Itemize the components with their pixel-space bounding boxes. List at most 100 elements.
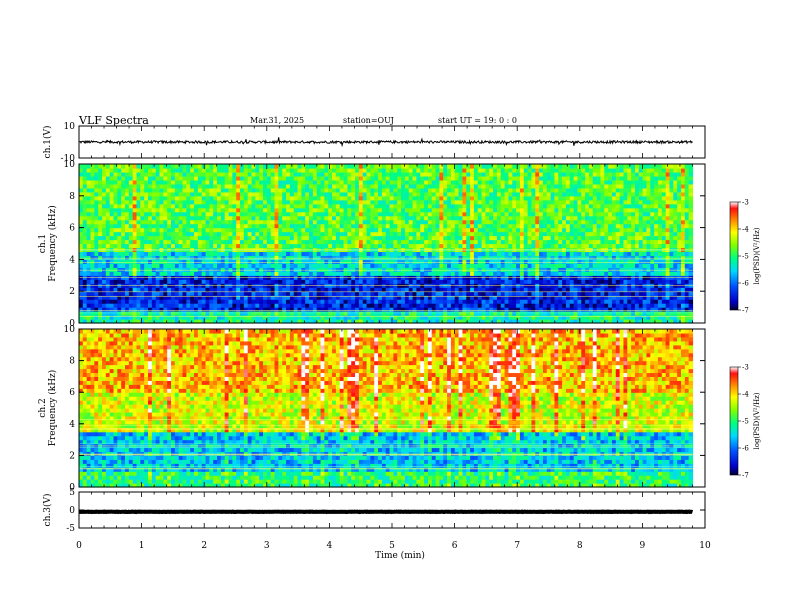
ch1-spectrogram-cell [205,271,210,276]
ch1-spectrogram-cell [94,207,99,213]
ch1-spectrogram-cell [167,191,172,197]
ch1-spectrogram-cell [159,255,164,261]
ch1-spectrogram-cell [224,295,230,300]
ch1-spectrogram-cell [232,291,237,296]
ch1-spectrogram-cell [508,271,513,276]
ch1-spectrogram-cell [358,199,364,205]
ch1-spectrogram-cell [286,199,291,205]
ch1-spectrogram-cell [293,319,299,324]
ch1-spectrogram-cell [527,259,533,264]
ch1-spectrogram-cell [512,243,517,249]
ch1-spectrogram-cell [412,263,418,268]
ch1-spectrogram-cell [523,291,529,296]
ch1-spectrogram-cell [148,259,153,264]
ch1-spectrogram-cell [320,263,325,268]
ch1-spectrogram-cell [121,231,126,237]
ch1-spectrogram-cell [458,299,464,304]
ch1-spectrogram-cell [431,179,437,185]
ch1-spectrogram-cell [243,295,249,300]
ch1-spectrogram-cell [397,287,402,292]
ch1-spectrogram-cell [504,183,510,189]
ch1-spectrogram-cell [151,183,157,189]
ch1-spectrogram-cell [217,187,222,193]
ch1-spectrogram-cell [420,199,425,205]
ch1-spectrogram-cell [385,203,391,209]
ch1-spectrogram-cell [366,191,371,197]
ch1-spectrogram-cell [435,295,441,300]
ch1-spectrogram-cell [224,175,230,181]
ch1-spectrogram-cell [504,227,510,233]
ch1-spectrogram-cell [167,291,172,296]
ch1-spectrogram-cell [389,267,394,272]
ch1-spectrogram-cell [90,235,95,241]
ch1-spectrogram-cell [278,291,283,296]
ch1-spectrogram-cell [435,235,441,241]
ch1-spectrogram-cell [186,319,191,324]
ch1-spectrogram-cell [389,251,394,257]
ch1-spectrogram-cell [163,191,168,197]
ch1-spectrogram-cell [447,203,452,209]
ch1-spectrogram-cell [236,243,241,249]
ch1-spectrogram-cell [516,195,521,201]
ch1-spectrogram-cell [519,211,525,217]
ch1-spectrogram-cell [182,171,187,177]
ch1-spectrogram-cell [328,271,333,276]
ch1-spectrogram-cell [309,243,314,249]
ch1-spectrogram-cell [224,271,230,276]
ch1-spectrogram-cell [443,179,448,185]
ch1-spectrogram-cell [378,303,383,308]
ch1-spectrogram-cell [301,299,306,304]
ch1-spectrogram-cell [102,207,107,213]
ch1-spectrogram-cell [523,271,529,276]
ch1-spectrogram-cell [243,171,249,177]
ch1-spectrogram-cell [496,215,502,221]
ch1-spectrogram-cell [125,199,130,205]
ch1-spectrogram-cell [358,263,364,268]
ch1-spectrogram-cell [186,207,191,213]
ch1-spectrogram-cell [144,271,149,276]
ch1-spectrogram-cell [251,311,256,316]
ch1-spectrogram-cell [339,227,345,233]
ch1-spectrogram-cell [485,267,490,272]
ch1-spectrogram-cell [270,307,276,312]
ch1-spectrogram-cell [297,231,302,237]
ch1-spectrogram-cell [297,307,302,312]
ch1-spectrogram-cell [247,191,253,197]
ch1-spectrogram-cell [263,271,268,276]
ch1-spectrogram-cell [397,295,402,300]
ch1-spectrogram-cell [512,219,517,225]
ch1-spectrogram-cell [155,195,161,201]
ch1-spectrogram-cell [439,239,444,245]
ch1-spectrogram-cell [144,259,149,264]
ch1-spectrogram-cell [397,291,402,296]
ch1-spectrogram-cell [466,255,471,261]
ch1-spectrogram-cell [435,195,441,201]
ch1-spectrogram-cell [171,203,176,209]
ch1-spectrogram-cell [470,179,475,185]
ch1-spectrogram-cell [324,164,329,169]
ch1-spectrogram-cell [320,231,325,237]
ch1-spectrogram-cell [332,183,337,189]
ch1-spectrogram-cell [213,259,218,264]
ch1-spectrogram-cell [148,195,153,201]
ch1-spectrogram-cell [220,315,226,320]
ch1-spectrogram-cell [512,207,517,213]
ch1-spectrogram-cell [523,307,529,312]
ch1-spectrogram-cell [174,175,180,181]
ch1-spectrogram-cell [309,231,314,237]
ch1-spectrogram-cell [347,191,352,197]
ch1-spectrogram-cell [251,319,256,324]
ch1-spectrogram-cell [332,223,337,229]
ch1-spectrogram-cell [324,203,329,209]
ch1-spectrogram-cell [144,243,149,249]
ch1-spectrogram-cell [519,307,525,312]
ch1-spectrogram-cell [508,211,513,217]
ch1-spectrogram-cell [117,307,122,312]
ch1-spectrogram-cell [224,251,230,257]
ch1-spectrogram-cell [174,179,180,185]
ch1-spectrogram-cell [481,307,487,312]
ch1-spectrogram-cell [197,227,203,233]
ch1-spectrogram-cell [178,295,184,300]
ch1-spectrogram-cell [167,235,172,241]
ch1-spectrogram-cell [339,243,345,249]
